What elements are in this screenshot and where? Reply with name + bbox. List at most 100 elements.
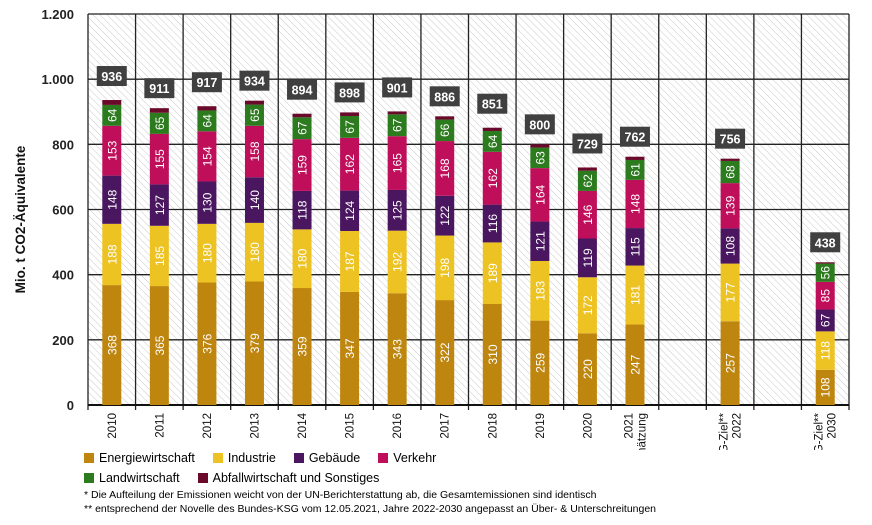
y-axis-label: Mio. t CO2-Äquivalente [13,145,28,293]
total-label: 901 [387,81,408,95]
bar-segment-verkehr [625,179,645,229]
y-tick-label: 1.000 [41,72,74,87]
total-label: 762 [625,131,646,145]
x-tick-label: 2022 [732,413,744,439]
total-label-box [429,86,460,107]
bar-segment-gebäude [197,181,217,224]
legend-item: Verkehr [378,451,436,465]
total-label-box [96,66,127,87]
x-tick-label: 2011 [154,413,166,438]
data-label: 64 [105,108,119,122]
data-label: 162 [486,168,500,188]
bar-segment-energiewirtschaft [149,286,169,405]
total-label: 729 [577,137,598,151]
y-tick-label: 200 [52,333,74,348]
bar-segment-landwirtschaft [102,104,122,126]
total-label-box [382,77,413,98]
total-label: 917 [196,76,217,90]
bar-segment-abfallwirtschaft-und-sonstiges [340,112,360,116]
bar-segment-landwirtschaft [815,263,835,282]
bar-segment-industrie [340,231,360,292]
bar-segment-gebäude [149,184,169,226]
data-label: 118 [819,341,833,360]
bar-segment-landwirtschaft [435,119,455,142]
total-label: 756 [720,133,741,147]
data-label: 67 [343,120,357,134]
data-label: 343 [391,339,405,359]
total-label-box [144,78,175,99]
legend-item: Gebäude [293,451,360,465]
bar-segment-gebäude [387,189,407,231]
bar-segment-abfallwirtschaft-und-sonstiges [102,100,122,105]
data-label: 121 [533,231,547,251]
bar-segment-energiewirtschaft [815,369,835,405]
bar-segment-abfallwirtschaft-und-sonstiges [720,158,740,161]
legend-item: Landwirtschaft [84,471,180,485]
bar-segment-gebäude [577,238,597,278]
data-label: 66 [438,123,452,137]
data-label: 67 [819,313,833,327]
bar-segment-abfallwirtschaft-und-sonstiges [292,113,312,118]
bar-segment-industrie [577,277,597,334]
x-tick-label: 2013 [249,413,261,439]
legend-item: Abfallwirtschaft und Sonstiges [197,471,379,485]
y-tick-label: 400 [52,268,74,283]
bar-segment-abfallwirtschaft-und-sonstiges [625,156,645,160]
data-label: 189 [486,263,500,283]
data-label: 115 [628,237,642,256]
data-label: 108 [819,377,833,397]
legend-swatch [197,473,208,483]
data-label: 127 [153,195,167,215]
data-label: 376 [200,333,214,353]
data-label: 68 [724,165,738,179]
footnote-1: * Die Aufteilung der Emissionen weicht v… [84,489,597,501]
bar-segment-landwirtschaft [577,170,597,191]
bar-segment-verkehr [102,125,122,176]
bar-segment-verkehr [482,151,502,205]
bar-segment-landwirtschaft [720,160,740,184]
x-tick-label: 2021 [623,413,635,439]
bar-segment-gebäude [435,195,455,236]
bar-segment-verkehr [387,136,407,190]
bar-segment-industrie [197,223,217,283]
bar-segment-industrie [482,242,502,304]
y-tick-label: 0 [67,398,74,413]
data-label: 125 [391,200,405,220]
data-label: 148 [628,194,642,214]
bar-segment-abfallwirtschaft-und-sonstiges [244,100,264,105]
bar-segment-landwirtschaft [530,147,550,169]
legend-label: Landwirtschaft [99,471,180,485]
data-label: 379 [248,333,262,353]
data-label: 130 [200,192,214,212]
data-label: 154 [200,146,214,166]
bar-segment-abfallwirtschaft-und-sonstiges [577,167,597,171]
data-label: 322 [438,342,452,362]
bar-segment-abfallwirtschaft-und-sonstiges [387,111,407,115]
data-label: 183 [533,280,547,300]
data-label: 181 [628,285,642,305]
bar-segment-energiewirtschaft [435,300,455,405]
bar-segment-industrie [815,331,835,370]
data-label: 62 [581,174,595,188]
data-label: 139 [724,195,738,215]
data-label: 65 [153,116,167,130]
total-label-box [572,133,603,154]
legend-item: Industrie [212,451,276,465]
bar-segment-energiewirtschaft [720,321,740,405]
data-label: 155 [153,149,167,169]
legend-row: Landwirtschaft Abfallwirtschaft und Sonst… [84,471,397,485]
bar-segment-industrie [292,229,312,289]
data-label: 67 [296,121,310,135]
data-label: 347 [343,338,357,358]
x-tick-label: 2015 [345,413,357,439]
total-label-box [287,79,318,100]
bar-segment-landwirtschaft [387,114,407,137]
bar-segment-abfallwirtschaft-und-sonstiges [149,108,169,113]
total-label-box [810,232,841,253]
data-label: 159 [296,155,310,175]
bar-segment-industrie [625,265,645,325]
total-label-box [334,82,365,103]
total-label: 934 [244,75,265,89]
data-label: 198 [438,257,452,277]
bar-segment-energiewirtschaft [244,281,264,405]
